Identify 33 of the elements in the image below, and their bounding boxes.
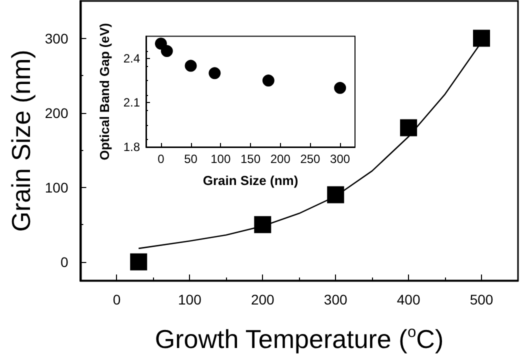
y-tick-label: 300 <box>44 30 68 46</box>
x-tick-label: 150 <box>240 152 261 166</box>
point <box>262 74 274 87</box>
y-axis-title: Grain Size (nm) <box>6 50 36 232</box>
x-tick-label: 0 <box>112 292 121 308</box>
y-tick-label: 0 <box>60 254 68 270</box>
x-tick-label: 300 <box>330 152 350 166</box>
y-tick-label: 2.4 <box>123 51 140 66</box>
y-tick-label: 2.1 <box>123 96 140 110</box>
x-tick-label: 200 <box>250 292 275 308</box>
point <box>208 67 221 80</box>
x-tick-label: 500 <box>470 292 494 308</box>
y-axis-title: Optical Band Gap (eV) <box>97 22 112 160</box>
x-tick-label: 200 <box>270 152 291 166</box>
x-tick-label: 100 <box>178 292 202 308</box>
x-tick-label: 100 <box>210 152 231 166</box>
x-tick-label: 0 <box>158 152 165 166</box>
x-axis-title: Grain Size (nm) <box>202 173 298 188</box>
point <box>334 82 346 94</box>
x-tick-label: 50 <box>184 152 198 166</box>
x-tick-label: 250 <box>300 152 321 166</box>
point <box>184 60 197 72</box>
point <box>254 216 272 234</box>
y-tick-label: 200 <box>44 104 68 121</box>
x-tick-label: 400 <box>396 292 420 308</box>
point <box>130 253 148 270</box>
point <box>327 186 344 204</box>
point <box>473 30 490 47</box>
y-tick-label: 1.8 <box>123 140 140 154</box>
y-tick-label: 100 <box>44 179 68 196</box>
point <box>400 119 418 136</box>
point <box>160 45 173 58</box>
x-tick-label: 300 <box>324 292 348 308</box>
